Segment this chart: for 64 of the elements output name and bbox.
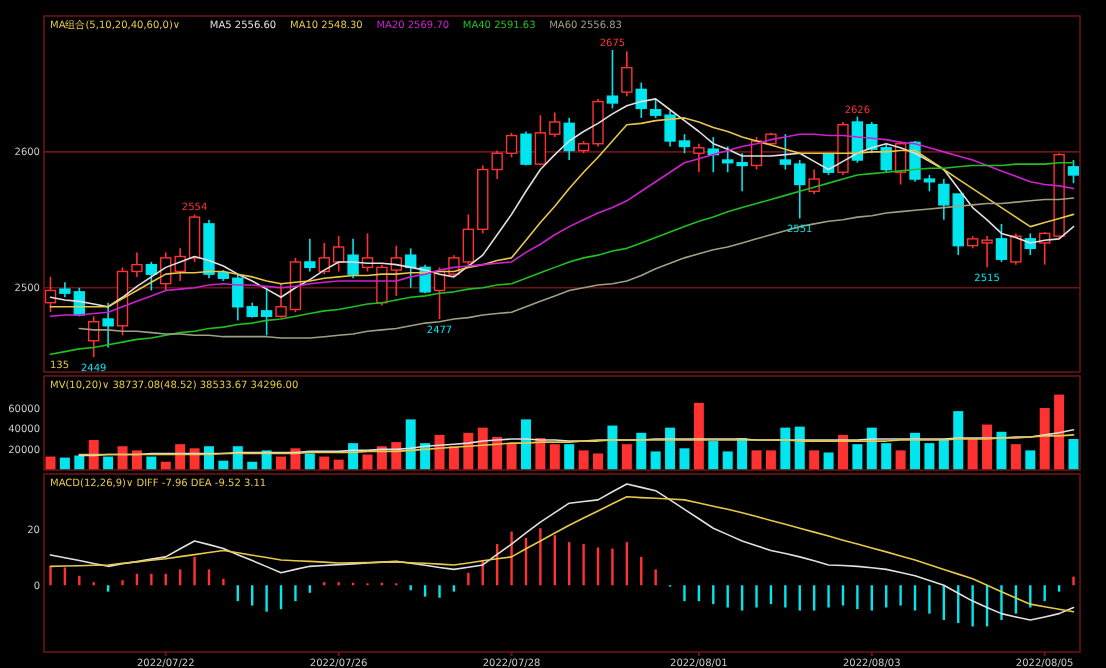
bar — [924, 443, 935, 470]
bar — [405, 419, 416, 470]
candlestick — [520, 130, 532, 167]
bar — [1025, 450, 1036, 470]
candlestick — [347, 238, 359, 280]
bar — [593, 453, 604, 470]
candlestick — [621, 50, 633, 97]
bar — [693, 402, 704, 470]
candlestick — [1010, 232, 1022, 266]
bar — [982, 424, 993, 470]
candlestick — [880, 142, 892, 174]
bar — [146, 456, 157, 470]
bar — [938, 439, 949, 470]
bar — [506, 443, 517, 470]
bar — [996, 431, 1007, 470]
bar — [679, 448, 690, 470]
bar — [722, 451, 733, 470]
candlestick — [405, 247, 417, 289]
bar — [665, 427, 676, 470]
bar — [1010, 444, 1021, 470]
bar — [549, 444, 560, 470]
bar — [823, 452, 834, 470]
bar — [564, 444, 575, 470]
bar — [881, 443, 892, 470]
bar — [765, 450, 776, 470]
bar — [1068, 439, 1079, 470]
bar — [621, 444, 632, 470]
bar — [650, 451, 661, 470]
bar — [636, 432, 647, 470]
candlestick — [837, 121, 849, 176]
candlestick — [693, 142, 705, 174]
bar — [319, 456, 330, 470]
candlestick — [995, 223, 1008, 263]
bar — [607, 425, 618, 470]
bar — [967, 439, 978, 470]
bar — [74, 455, 85, 470]
bar — [304, 453, 315, 470]
candlestick — [304, 238, 316, 273]
line-series — [49, 496, 1075, 613]
bar — [895, 450, 906, 470]
bar — [117, 446, 128, 470]
candlestick — [102, 301, 114, 349]
bar — [953, 411, 964, 470]
candlestick — [606, 49, 619, 110]
bar — [276, 456, 287, 470]
bar — [751, 450, 762, 470]
bar — [520, 419, 531, 470]
candlestick — [145, 261, 158, 292]
bar — [103, 456, 114, 470]
bar — [794, 426, 805, 470]
bar — [1054, 394, 1065, 470]
bar — [809, 450, 820, 470]
bar — [852, 444, 863, 470]
bar — [362, 454, 373, 470]
line-series — [78, 434, 1075, 456]
bar — [131, 450, 142, 470]
bar — [88, 440, 99, 470]
bar — [448, 446, 459, 470]
bar — [578, 450, 589, 470]
bar — [708, 441, 719, 470]
bar — [1039, 408, 1050, 470]
bar — [45, 456, 56, 470]
bar — [780, 427, 791, 470]
candlestick — [1067, 159, 1080, 184]
